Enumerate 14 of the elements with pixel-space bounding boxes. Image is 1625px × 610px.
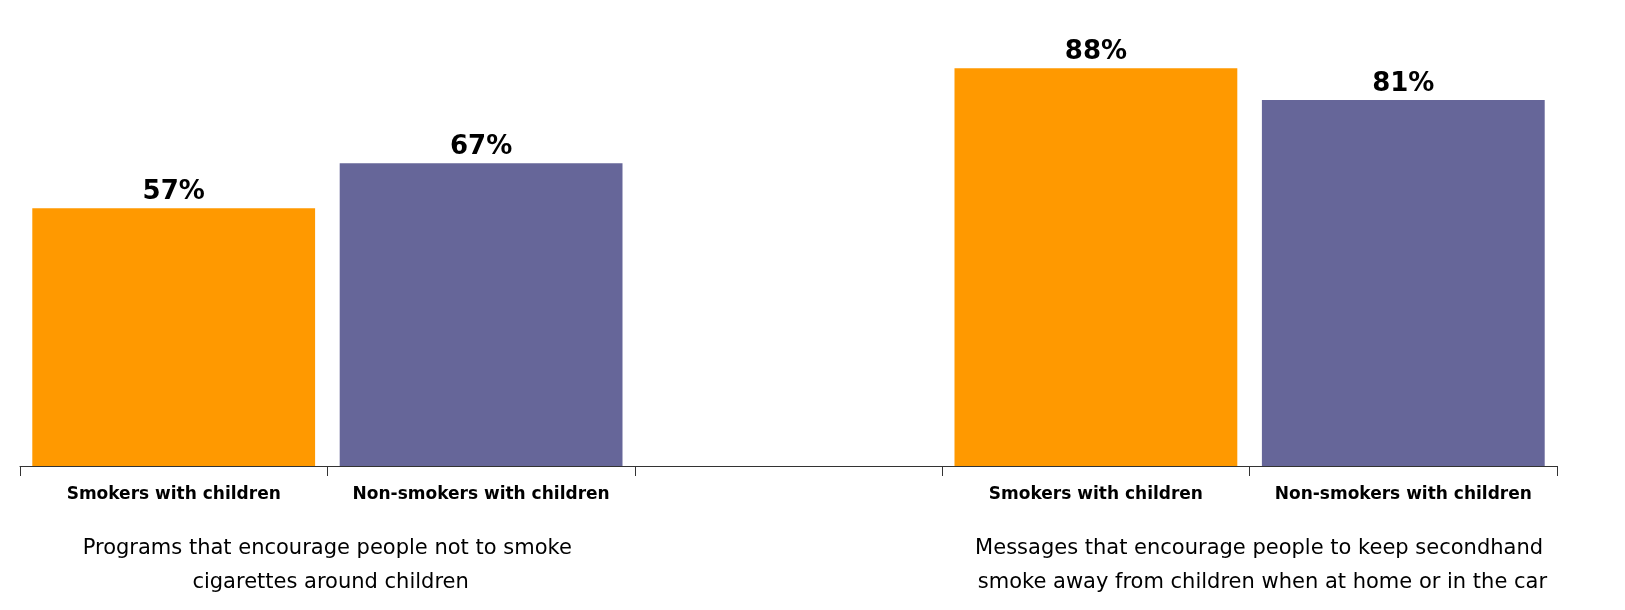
x-tick-label: Non-smokers with children bbox=[1274, 482, 1532, 503]
x-tick-label: Smokers with children bbox=[988, 482, 1203, 503]
x-tick-label: Smokers with children bbox=[66, 482, 281, 503]
bar bbox=[339, 163, 623, 466]
bar bbox=[1261, 99, 1545, 466]
bar bbox=[32, 208, 316, 466]
x-tick-label: Non-smokers with children bbox=[352, 482, 610, 503]
bar bbox=[954, 68, 1238, 466]
text: Programs that encourage people not to smoke cigarettes around children bbox=[82, 535, 579, 593]
data-label: 57% bbox=[142, 175, 205, 206]
text: Messages that encourage people to keep secondhand smoke away from children when at home or in the car bbox=[975, 535, 1550, 593]
data-label: 88% bbox=[1064, 35, 1128, 66]
data-label: 81% bbox=[1372, 66, 1435, 97]
data-label: 67% bbox=[449, 130, 513, 161]
